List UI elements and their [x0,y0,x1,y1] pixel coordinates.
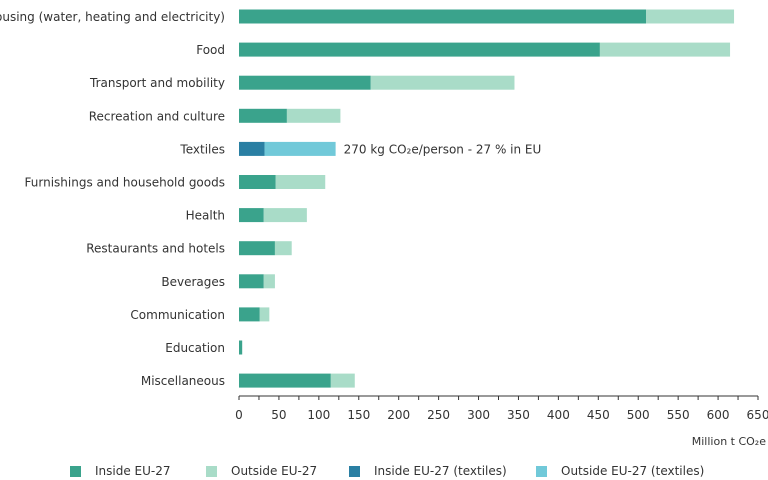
category-label: Beverages [161,275,225,289]
x-tick-label: 350 [507,408,530,422]
bar-segment [599,42,731,57]
x-tick-label: 150 [347,408,370,422]
x-tick-label: 650 [747,408,768,422]
bar-segment [239,108,287,123]
bars-layer [239,9,735,388]
x-tick-label: 450 [587,408,610,422]
x-tick-label: 300 [467,408,490,422]
x-tick-label: 50 [271,408,286,422]
legend-item-inside: Inside EU-27 [70,464,171,478]
bar-segment [239,42,600,57]
bar-segment [263,208,307,223]
legend-label-outside: Outside EU-27 [231,464,318,478]
category-label: Miscellaneous [141,374,225,388]
legend: Inside EU-27 Outside EU-27 Inside EU-27 … [0,464,768,478]
bar-segment [239,141,265,156]
category-label: Food [196,43,225,57]
legend-label-inside: Inside EU-27 [95,464,171,478]
bar-segment [239,373,331,388]
x-tick-label: 550 [667,408,690,422]
bar-segment [330,373,355,388]
legend-swatch-inside [70,465,81,477]
category-label: Furnishings and household goods [25,176,225,190]
bar-segment [239,9,647,24]
bar-segment [264,141,336,156]
x-tick-label: 100 [307,408,330,422]
stacked-bar-chart: Housing (water, heating and electricity)… [0,9,768,448]
legend-swatch-outside [206,465,217,477]
category-label: Health [186,209,225,223]
bar-segment [239,208,264,223]
textiles-annotation: 270 kg CO₂e/person - 27 % in EU [344,142,542,156]
bar-segment [259,307,270,322]
bar-segment [646,9,735,24]
bar-segment [239,340,243,355]
legend-item-outside: Outside EU-27 [206,464,317,478]
legend-swatch-inside-textiles [349,465,360,477]
legend-label-inside-textiles: Inside EU-27 (textiles) [374,464,507,478]
x-tick-label: 250 [427,408,450,422]
category-labels: Housing (water, heating and electricity)… [0,10,225,388]
category-label: Textiles [179,142,225,156]
bar-segment [286,108,341,123]
x-tick-label: 600 [707,408,730,422]
bar-segment [370,75,515,90]
bar-segment [263,274,275,289]
bar-segment [239,274,264,289]
bar-segment [239,307,260,322]
x-tick-label: 0 [235,408,243,422]
bar-segment [275,175,326,189]
legend-swatch-outside-textiles [536,465,547,477]
bar-segment [239,241,275,256]
category-label: Transport and mobility [89,76,225,90]
category-label: Education [165,341,225,355]
bar-segment [274,241,292,256]
category-label: Communication [130,308,225,322]
bar-segment [239,175,276,189]
x-tick-label: 400 [547,408,570,422]
legend-item-inside-textiles: Inside EU-27 (textiles) [349,464,507,478]
x-tick-label: 500 [627,408,650,422]
legend-label-outside-textiles: Outside EU-27 (textiles) [561,464,705,478]
category-label: Housing (water, heating and electricity) [0,10,225,24]
bar-segment [239,75,371,90]
x-axis: 0 50 100 150 200 250 300 350 400 450 500 550 600 650 [235,395,768,422]
x-tick-label: 200 [387,408,410,422]
x-axis-title: Million t CO₂e [692,435,766,448]
category-label: Recreation and culture [89,109,225,123]
legend-item-outside-textiles: Outside EU-27 (textiles) [536,464,704,478]
category-label: Restaurants and hotels [86,242,225,256]
